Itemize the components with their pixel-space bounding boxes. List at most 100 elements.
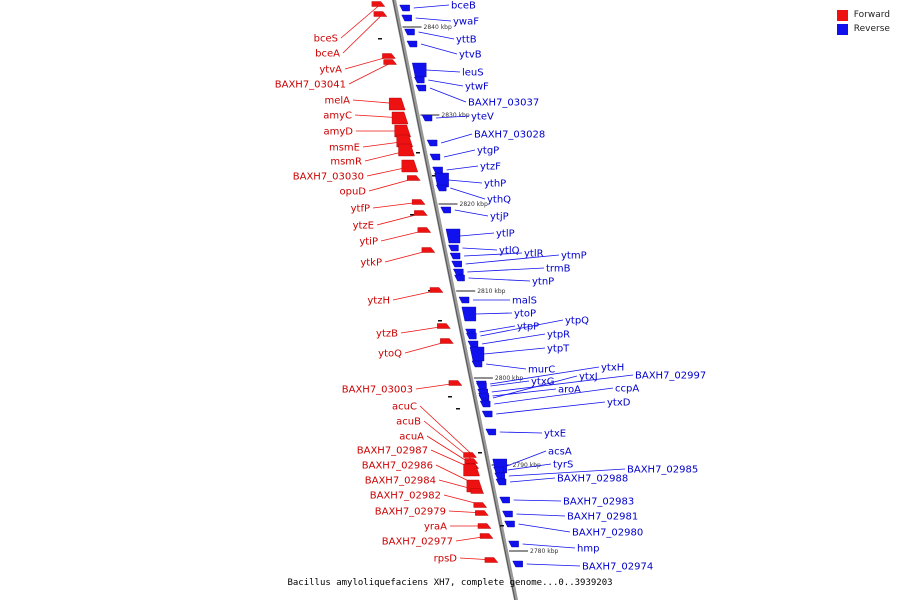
forward-gene[interactable]: ytiP: [359, 227, 432, 248]
gene-arrow[interactable]: [412, 62, 427, 78]
gene-arrow[interactable]: [493, 466, 504, 474]
forward-gene[interactable]: opuD: [339, 175, 421, 198]
forward-gene[interactable]: BAXH7_03003: [342, 380, 463, 396]
gene-arrow[interactable]: [484, 557, 499, 563]
reverse-gene[interactable]: ytmP: [451, 251, 587, 268]
gene-arrow[interactable]: [399, 4, 410, 12]
reverse-gene[interactable]: tyrS: [493, 460, 574, 474]
gene-arrow[interactable]: [502, 510, 513, 518]
reverse-gene[interactable]: murC: [471, 360, 555, 376]
forward-gene[interactable]: BAXH7_02982: [370, 491, 488, 508]
reverse-gene[interactable]: ythQ: [435, 184, 511, 206]
gene-arrow[interactable]: [383, 59, 398, 65]
gene-arrow[interactable]: [463, 463, 480, 477]
gene-arrow[interactable]: [394, 124, 411, 138]
reverse-gene[interactable]: ytjP: [440, 206, 509, 223]
gene-arrow[interactable]: [461, 306, 477, 322]
gene-arrow[interactable]: [451, 260, 462, 268]
forward-gene[interactable]: BAXH7_02977: [382, 533, 494, 548]
reverse-gene[interactable]: aroA: [478, 385, 582, 400]
forward-gene[interactable]: ytfP: [351, 199, 426, 215]
gene-arrow[interactable]: [440, 206, 451, 214]
gene-arrow[interactable]: [398, 143, 415, 157]
reverse-gene[interactable]: BAXH7_02985: [494, 465, 698, 480]
reverse-gene[interactable]: ytlQ: [448, 244, 520, 257]
gene-arrow[interactable]: [413, 76, 425, 84]
gene-arrow[interactable]: [445, 228, 461, 244]
reverse-gene[interactable]: BAXH7_02988: [495, 474, 628, 486]
gene-arrow[interactable]: [414, 210, 428, 216]
gene-arrow[interactable]: [470, 488, 485, 494]
gene-arrow[interactable]: [391, 111, 409, 125]
reverse-gene[interactable]: ytlR: [449, 249, 544, 260]
reverse-gene[interactable]: bceB: [399, 1, 476, 12]
reverse-gene[interactable]: ccpA: [479, 384, 639, 408]
reverse-gene[interactable]: ywaF: [401, 14, 480, 28]
gene-arrow[interactable]: [404, 28, 415, 36]
forward-gene[interactable]: ytzB: [376, 323, 451, 340]
gene-arrow[interactable]: [429, 153, 441, 161]
forward-gene[interactable]: BAXH7_03041: [275, 59, 398, 91]
gene-arrow[interactable]: [473, 502, 488, 508]
reverse-gene[interactable]: BAXH7_02981: [502, 510, 639, 523]
gene-arrow[interactable]: [434, 172, 449, 188]
gene-arrow[interactable]: [466, 332, 477, 340]
gene-arrow[interactable]: [440, 338, 454, 344]
forward-gene[interactable]: acuB: [396, 417, 479, 464]
reverse-gene[interactable]: BAXH7_03037: [415, 84, 539, 109]
forward-gene[interactable]: ytoQ: [378, 338, 454, 360]
forward-gene[interactable]: rpsD: [434, 554, 499, 565]
gene-arrow[interactable]: [435, 184, 447, 192]
gene-arrow[interactable]: [411, 199, 426, 205]
reverse-gene[interactable]: yteV: [421, 112, 494, 123]
forward-gene[interactable]: BAXH7_02979: [375, 507, 489, 518]
gene-arrow[interactable]: [475, 510, 489, 516]
reverse-gene[interactable]: trmB: [453, 264, 571, 276]
gene-arrow[interactable]: [504, 520, 515, 528]
forward-gene[interactable]: amyD: [324, 124, 411, 138]
gene-arrow[interactable]: [415, 84, 427, 92]
reverse-gene[interactable]: leuS: [412, 62, 484, 79]
reverse-gene[interactable]: yttB: [404, 28, 477, 46]
gene-arrow[interactable]: [463, 452, 477, 458]
reverse-gene[interactable]: BAXH7_02974: [512, 560, 654, 573]
reverse-gene[interactable]: ytpP: [465, 322, 540, 336]
reverse-gene[interactable]: malS: [458, 296, 537, 307]
gene-arrow[interactable]: [448, 380, 463, 386]
gene-arrow[interactable]: [453, 268, 464, 276]
gene-arrow[interactable]: [479, 533, 494, 539]
reverse-gene[interactable]: BAXH7_02983: [499, 496, 635, 508]
reverse-gene[interactable]: ytoP: [461, 306, 536, 322]
gene-arrow[interactable]: [478, 392, 489, 400]
gene-arrow[interactable]: [407, 175, 421, 181]
gene-arrow[interactable]: [406, 40, 418, 48]
reverse-gene[interactable]: ytvB: [406, 40, 482, 61]
reverse-gene[interactable]: ytxG: [476, 377, 555, 390]
forward-gene[interactable]: bceS: [314, 1, 386, 45]
forward-gene[interactable]: ytkP: [360, 247, 436, 269]
reverse-gene[interactable]: ytxE: [485, 429, 566, 440]
forward-gene[interactable]: msmR: [330, 143, 415, 168]
forward-gene[interactable]: BAXH7_02984: [365, 476, 485, 494]
gene-arrow[interactable]: [458, 296, 470, 304]
reverse-gene[interactable]: ytpQ: [466, 316, 589, 340]
forward-gene[interactable]: yraA: [424, 522, 492, 533]
gene-arrow[interactable]: [401, 159, 419, 173]
reverse-gene[interactable]: ythP: [434, 172, 507, 190]
gene-arrow[interactable]: [499, 496, 510, 504]
reverse-gene[interactable]: hmp: [508, 540, 600, 555]
gene-arrow[interactable]: [448, 244, 459, 252]
forward-gene[interactable]: ytzE: [353, 210, 428, 232]
gene-arrow[interactable]: [371, 1, 386, 7]
gene-arrow[interactable]: [494, 472, 506, 480]
gene-arrow[interactable]: [373, 11, 388, 17]
forward-gene[interactable]: BAXH7_03030: [293, 159, 419, 183]
gene-arrow[interactable]: [476, 382, 487, 390]
gene-arrow[interactable]: [479, 400, 491, 408]
gene-arrow[interactable]: [467, 340, 479, 348]
forward-gene[interactable]: amyC: [323, 111, 409, 125]
reverse-gene[interactable]: ytxD: [481, 398, 631, 418]
gene-arrow[interactable]: [421, 247, 436, 253]
reverse-gene[interactable]: ytnP: [454, 274, 555, 288]
gene-arrow[interactable]: [432, 166, 443, 174]
